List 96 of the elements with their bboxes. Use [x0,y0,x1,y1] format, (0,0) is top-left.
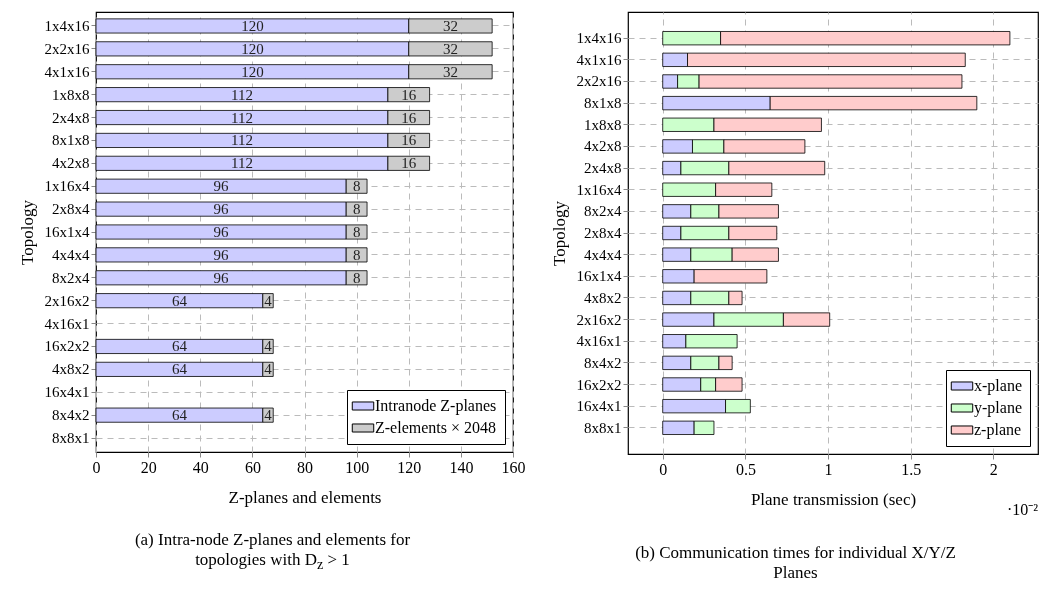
legend-label: x-plane [974,377,1022,395]
x-tick-label: 140 [448,458,473,476]
data-label: 16 [400,109,417,126]
data-label: 120 [240,17,264,34]
data-label: 8 [352,269,360,286]
y-tick-label: 4x4x4 [51,246,90,263]
y-tick-label: 16x2x2 [44,338,89,355]
x-tick-label: 40 [192,458,209,476]
y-tick-label: 1x8x8 [584,116,622,133]
data-label: 96 [213,246,229,263]
data-label: 8 [352,246,360,263]
data-label: 120 [240,40,264,57]
y-tick-label: 2x2x16 [44,40,90,57]
data-label: 96 [213,178,229,195]
data-label: 4 [263,361,272,378]
data-label: 96 [213,201,229,218]
text: (b) Communication times for individual X/Y/Z Planes [634,543,957,583]
y-tick-label: 2x16x2 [576,311,622,328]
y-tick-label: 4x16x1 [576,333,622,350]
data-label: 16 [400,155,417,172]
y-tick-label: 16x1x4 [576,268,622,285]
y-axis-title: Topology [17,199,36,265]
y-tick-label: 8x4x2 [584,354,622,371]
text: ·10⁻² [1006,501,1039,518]
legend-label: Intranode Z-planes [374,397,496,415]
y-tick-label: 4x1x16 [576,51,622,68]
y-tick-label: 16x4x1 [44,384,89,401]
data-label: 112 [230,132,253,149]
x-tick-label: 100 [344,458,369,476]
y-tick-label: 8x1x8 [51,132,89,149]
y-tick-label: 2x16x2 [44,292,89,309]
x-tick-label: 0.5 [735,460,756,478]
y-tick-label: 8x8x1 [51,430,89,447]
y-tick-label: 16x2x2 [576,376,622,393]
data-label: 64 [171,407,187,424]
data-label: 64 [171,292,187,309]
y-tick-label: 4x8x2 [51,361,89,378]
legend-label: Z-elements × 2048 [374,419,496,436]
data-label: 96 [213,224,229,240]
data-label: 16 [400,86,417,103]
y-tick-label: 4x1x16 [44,63,90,80]
x-axis-title: Plane transmission (sec) [750,489,917,509]
y-tick-label: 4x8x2 [584,289,622,306]
y-tick-label: 2x8x4 [584,225,622,241]
y-tick-label: 2x4x8 [584,160,622,177]
data-label: 96 [213,269,229,286]
legend-label: y-plane [974,399,1022,417]
y-tick-label: 16x4x1 [576,398,622,415]
x-tick-label: 20 [140,458,157,476]
y-tick-label: 2x8x4 [51,201,90,218]
text: (a) Intra-node Z-planes and elements for topologies with D$_{z}$ > 1 [133,530,412,575]
data-label: 112 [230,155,253,172]
data-label: 64 [171,338,187,355]
y-tick-label: 8x1x8 [584,95,622,112]
data-label: 32 [442,40,458,57]
data-label: 4 [263,292,272,309]
data-label: 32 [442,63,458,80]
y-tick-label: 2x4x8 [51,109,89,126]
y-tick-label: 1x4x16 [44,17,90,34]
x-tick-label: 0 [659,460,668,478]
data-label: 4 [263,407,272,424]
data-label: 4 [263,338,272,355]
data-label: 8 [352,201,360,218]
x-tick-label: 80 [296,458,313,476]
x-tick-label: 2 [989,460,998,478]
y-tick-label: 4x16x1 [44,315,89,332]
y-tick-label: 2x2x16 [576,73,622,90]
y-tick-label: 4x2x8 [51,155,89,172]
data-label: 112 [230,86,253,103]
y-axis-title: Topology [549,200,569,266]
x-tick-label: 1 [824,460,833,478]
legend-label: z-plane [974,421,1022,439]
x-tick-label: 1.5 [901,460,922,478]
data-label: 8 [352,178,360,195]
x-tick-label: 160 [501,458,525,476]
x-tick-label: 120 [396,458,421,476]
y-tick-label: 1x16x4 [44,178,90,195]
x-axis-title: Z-planes and elements [228,487,381,507]
y-tick-label: 8x4x2 [51,407,89,424]
data-label: 112 [230,109,253,126]
y-tick-label: 16x1x4 [44,224,90,240]
y-tick-label: 1x4x16 [576,30,622,47]
y-tick-label: 4x4x4 [584,246,622,263]
y-tick-label: 8x2x4 [51,269,90,286]
x-tick-label: 60 [244,458,261,476]
data-label: 32 [442,17,458,34]
x-tick-label: 0 [92,458,100,476]
y-tick-label: 1x16x4 [576,181,622,198]
y-tick-label: 1x8x8 [51,86,89,103]
y-tick-label: 8x2x4 [584,203,622,220]
data-label: 8 [352,224,360,240]
data-label: 120 [240,63,264,80]
data-label: 16 [400,132,417,149]
data-label: 64 [171,361,187,378]
y-tick-label: 4x2x8 [584,138,622,155]
y-tick-label: 8x8x1 [584,419,622,436]
